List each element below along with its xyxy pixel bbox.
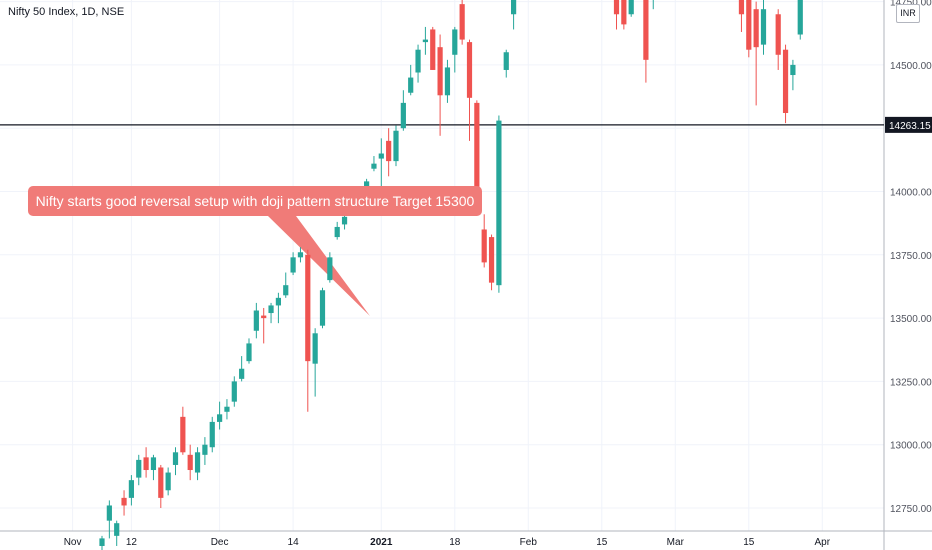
candle-body <box>239 368 245 379</box>
candle-body <box>194 452 201 473</box>
candle-body <box>797 0 803 35</box>
candle-body <box>150 457 157 471</box>
x-tick-label: 12 <box>126 537 138 548</box>
candle-body <box>643 0 649 60</box>
candle-body <box>312 333 318 364</box>
candle-body <box>775 14 781 55</box>
candle-body <box>231 381 237 402</box>
candle-body <box>305 254 311 362</box>
symbol-title: Nifty 50 Index, 1D, NSE <box>8 6 125 18</box>
candle-body <box>290 257 296 273</box>
candle-body <box>128 480 134 498</box>
x-tick-label: Mar <box>667 537 685 548</box>
candle-body <box>165 472 171 491</box>
candle-body <box>746 0 752 50</box>
candle-body <box>371 163 377 169</box>
candle-body <box>364 181 370 189</box>
candle-body <box>341 216 348 225</box>
candle-body <box>474 102 480 205</box>
candle-body <box>106 505 112 521</box>
candle-body <box>297 252 304 258</box>
x-tick-label: Feb <box>520 537 538 548</box>
candle-body <box>378 153 384 159</box>
candle-body <box>224 406 230 412</box>
candle-body <box>466 42 473 98</box>
x-tick-label: Nov <box>64 537 82 548</box>
candle-body <box>386 140 392 162</box>
candle-body <box>121 497 127 506</box>
y-tick-label: 14000.00 <box>890 188 932 199</box>
candle-body <box>136 459 142 478</box>
x-tick-label: 15 <box>743 537 755 548</box>
candle-body <box>408 77 414 93</box>
candle-body <box>143 457 149 471</box>
candle-body <box>99 538 105 546</box>
candle-body <box>400 102 406 129</box>
y-tick-label: 13000.00 <box>890 441 932 452</box>
candle-body <box>753 9 759 48</box>
candle-body <box>246 343 252 362</box>
x-tick-label: Dec <box>211 537 229 548</box>
x-tick-label: 14 <box>288 537 300 548</box>
candle-body <box>459 4 465 40</box>
candle-body <box>393 130 399 162</box>
y-tick-label: 12750.00 <box>890 504 932 515</box>
y-tick-label: 13250.00 <box>890 377 932 388</box>
callout-pointer <box>268 216 370 316</box>
candle-body <box>790 64 796 76</box>
y-tick-label: 13750.00 <box>890 251 932 262</box>
x-tick-label: 2021 <box>370 537 393 548</box>
candle-body <box>511 0 517 15</box>
y-tick-label: 13500.00 <box>890 314 932 325</box>
candle-body <box>334 226 340 238</box>
currency-button[interactable]: INR <box>896 4 920 23</box>
candle-body <box>503 52 509 70</box>
candle-body <box>158 467 164 498</box>
candle-body <box>628 0 634 15</box>
x-tick-label: Apr <box>815 537 831 548</box>
candle-body <box>172 452 179 465</box>
candle-body <box>202 444 208 455</box>
candle-body <box>738 0 745 15</box>
x-tick-label: 18 <box>449 537 461 548</box>
candle-body <box>488 237 495 283</box>
candle-body <box>613 0 620 15</box>
candle-body <box>444 67 451 96</box>
candle-body <box>452 29 458 55</box>
candle-body <box>621 0 627 25</box>
candle-body <box>217 414 223 422</box>
candle-body <box>422 39 428 43</box>
candle-body <box>268 305 274 314</box>
candle-body <box>283 285 289 296</box>
candle-body <box>114 523 120 536</box>
annotation-callout[interactable]: Nifty starts good reversal setup with do… <box>28 186 482 216</box>
candle-body <box>760 9 767 45</box>
candle-body <box>275 297 281 306</box>
candle-body <box>327 257 333 281</box>
candle-body <box>437 47 443 96</box>
candle-body <box>261 315 267 319</box>
support-price-label-bg <box>885 116 932 133</box>
candle-body <box>782 49 789 114</box>
y-tick-label: 14500.00 <box>890 61 932 72</box>
x-tick-label: 15 <box>596 537 608 548</box>
candle-body <box>180 416 186 453</box>
support-price-label: 14263.15 <box>889 121 931 132</box>
candle-body <box>496 120 502 286</box>
candle-body <box>481 229 487 263</box>
candle-body <box>209 421 215 448</box>
candle-body <box>187 454 193 471</box>
candle-body <box>415 49 421 73</box>
candle-body <box>319 290 326 326</box>
candle-body <box>253 310 259 331</box>
candle-body <box>430 29 436 70</box>
